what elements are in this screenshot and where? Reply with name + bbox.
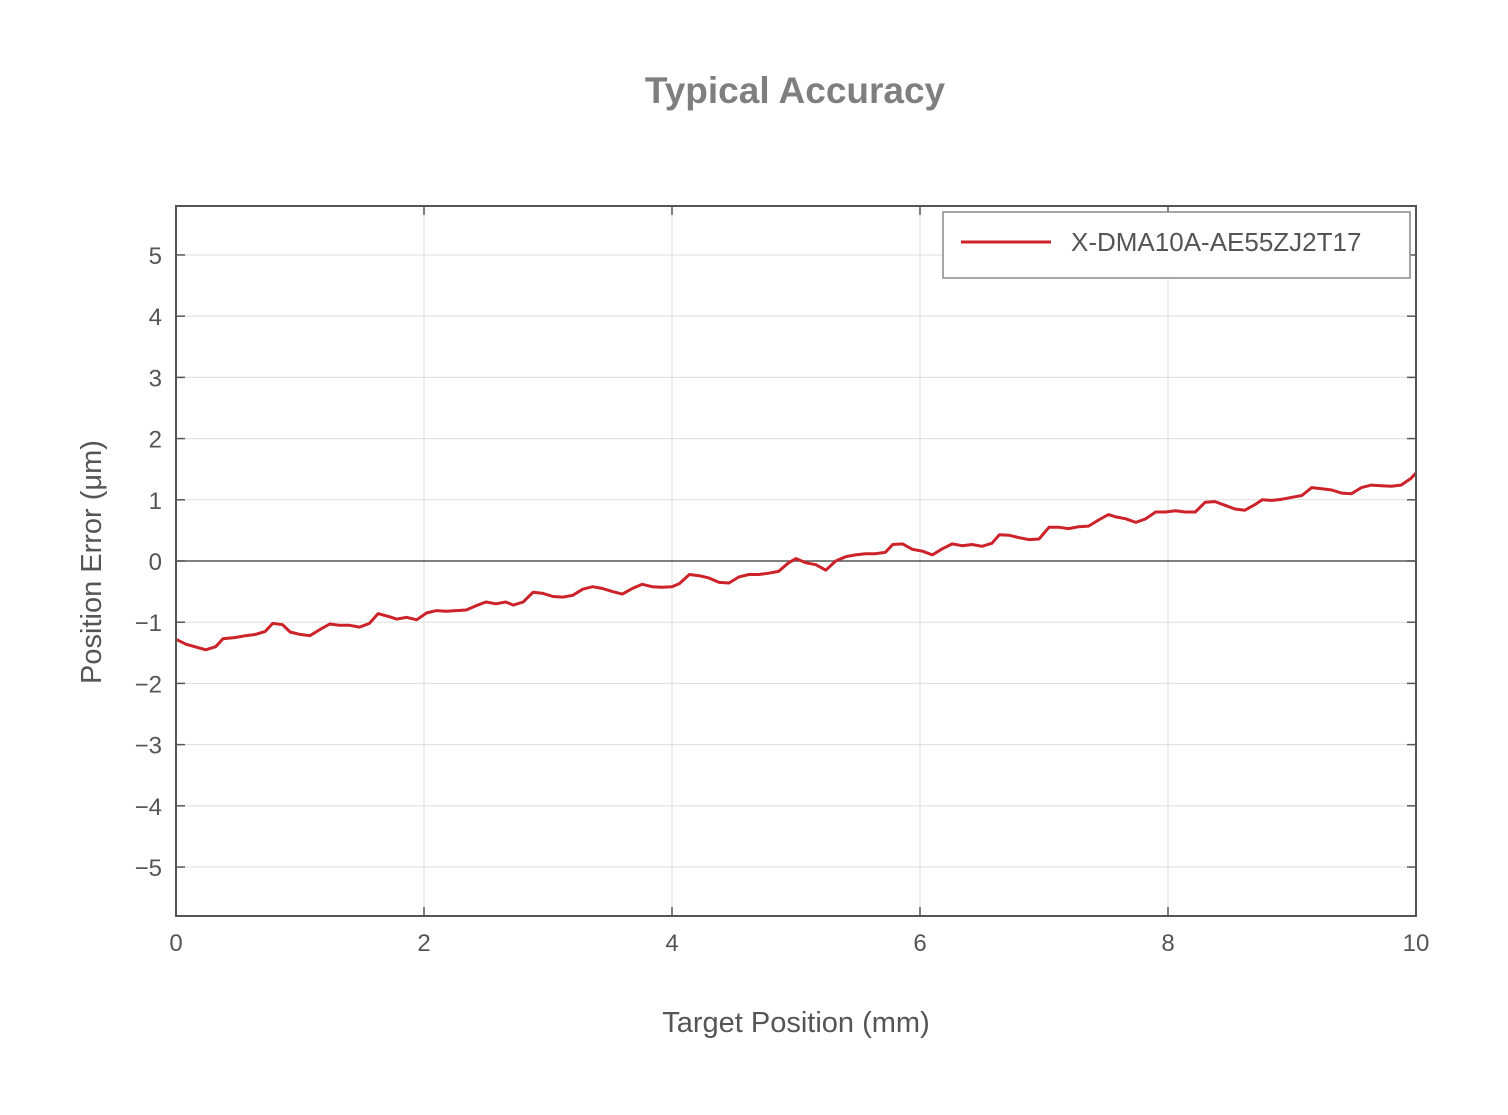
y-tick-label: 5 (149, 243, 162, 270)
y-tick-label: 4 (149, 304, 162, 331)
y-tick-label: 0 (149, 549, 162, 576)
series-line (175, 471, 1418, 652)
x-tick-label: 6 (913, 930, 926, 957)
x-tick-label: 10 (1403, 930, 1430, 957)
legend: X-DMA10A-AE55ZJ2T17 (942, 211, 1411, 279)
y-tick-label: 3 (149, 365, 162, 392)
x-axis-label: Target Position (mm) (662, 1007, 930, 1039)
legend-box (942, 211, 1411, 279)
x-tick-label: 0 (169, 930, 182, 957)
y-tick-label: −2 (135, 671, 162, 698)
legend-entry-label: X-DMA10A-AE55ZJ2T17 (1071, 227, 1361, 257)
y-tick-label: −3 (135, 733, 162, 760)
y-tick-label: −4 (135, 794, 162, 821)
series-layer (175, 471, 1418, 652)
ticks (175, 206, 1417, 916)
x-tick-label: 2 (417, 930, 430, 957)
y-tick-label: 1 (149, 488, 162, 515)
x-tick-label: 4 (665, 930, 678, 957)
x-tick-label: 8 (1161, 930, 1174, 957)
y-tick-label: −5 (135, 855, 162, 882)
chart-title: Typical Accuracy (644, 70, 946, 111)
y-tick-labels: 5 4 3 2 1 0 −1 −2 −3 −4 −5 (135, 243, 162, 882)
x-tick-labels: 0 2 4 6 8 10 (169, 930, 1429, 957)
y-axis-label: Position Error (μm) (76, 440, 108, 684)
y-tick-label: 2 (149, 427, 162, 454)
y-tick-label: −1 (135, 610, 162, 637)
